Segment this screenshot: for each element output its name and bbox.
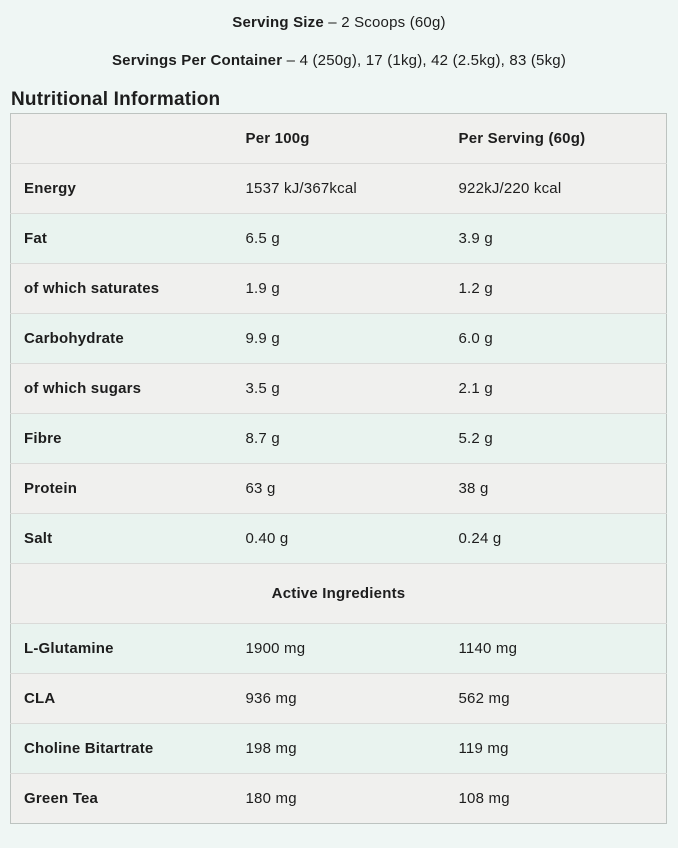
table-row-carbohydrate: Carbohydrate 9.9 g 6.0 g [10,313,667,364]
per-serving-value: 38 g [445,463,667,514]
per-serving-value: 0.24 g [445,513,667,564]
row-label: Energy [10,163,233,214]
serving-size-value: 2 Scoops (60g) [341,14,446,31]
table-row-green-tea: Green Tea 180 mg 108 mg [10,773,667,824]
table-row-choline-bitartrate: Choline Bitartrate 198 mg 119 mg [10,723,667,774]
per-serving-value: 119 mg [445,723,667,774]
table-row-saturates: of which saturates 1.9 g 1.2 g [10,263,667,314]
per-100g-value: 0.40 g [232,513,446,564]
row-label: Choline Bitartrate [10,723,233,774]
row-label: Carbohydrate [10,313,233,364]
per-100g-value: 1900 mg [232,623,446,674]
per-100g-value: 9.9 g [232,313,446,364]
row-label: Fat [10,213,233,264]
row-label: Protein [10,463,233,514]
per-serving-value: 3.9 g [445,213,667,264]
per-serving-value: 108 mg [445,773,667,824]
per-serving-value: 6.0 g [445,313,667,364]
row-label: Fibre [10,413,233,464]
row-label: L-Glutamine [10,623,233,674]
row-label: CLA [10,673,233,724]
per-serving-value: 1140 mg [445,623,667,674]
row-label: of which saturates [10,263,233,314]
per-100g-value: 6.5 g [232,213,446,264]
table-row-salt: Salt 0.40 g 0.24 g [10,513,667,564]
per-100g-value: 1537 kJ/367kcal [232,163,446,214]
per-serving-value: 2.1 g [445,363,667,414]
page-title: Nutritional Information [11,89,221,110]
serving-size-separator: – [328,14,337,31]
serving-size-line: Serving Size – 2 Scoops (60g) [0,0,678,32]
table-row-protein: Protein 63 g 38 g [10,463,667,514]
servings-per-container-label: Servings Per Container [111,52,283,69]
table-row-energy: Energy 1537 kJ/367kcal 922kJ/220 kcal [10,163,667,214]
table-row-cla: CLA 936 mg 562 mg [10,673,667,724]
servings-per-container-line: Servings Per Container – 4 (250g), 17 (1… [0,52,678,70]
table-row-fat: Fat 6.5 g 3.9 g [10,213,667,264]
nutrition-table: Per 100g Per Serving (60g) Energy 1537 k… [10,113,667,824]
per-100g-value: 8.7 g [232,413,446,464]
table-row-fibre: Fibre 8.7 g 5.2 g [10,413,667,464]
row-label: Green Tea [10,773,233,824]
section-header-active-ingredients: Active Ingredients [10,563,667,624]
column-header-per-100g: Per 100g [245,130,310,147]
section-header-row: Active Ingredients [10,563,667,624]
per-100g-value: 198 mg [232,723,446,774]
table-row-l-glutamine: L-Glutamine 1900 mg 1140 mg [10,623,667,674]
column-header-per-serving: Per Serving (60g) [458,130,586,147]
per-serving-value: 1.2 g [445,263,667,314]
per-100g-value: 3.5 g [232,363,446,414]
table-header-row: Per 100g Per Serving (60g) [10,113,667,164]
per-serving-value: 5.2 g [445,413,667,464]
column-header-blank [11,114,233,164]
per-serving-value: 922kJ/220 kcal [445,163,667,214]
nutrition-panel: Serving Size – 2 Scoops (60g) Servings P… [0,0,678,824]
row-label: Salt [10,513,233,564]
per-serving-value: 562 mg [445,673,667,724]
row-label: of which sugars [10,363,233,414]
per-100g-value: 63 g [232,463,446,514]
per-100g-value: 936 mg [232,673,446,724]
servings-per-container-separator: – [286,52,296,69]
per-100g-value: 1.9 g [232,263,446,314]
servings-per-container-value: 4 (250g), 17 (1kg), 42 (2.5kg), 83 (5kg) [299,52,567,69]
table-row-sugars: of which sugars 3.5 g 2.1 g [10,363,667,414]
per-100g-value: 180 mg [232,773,446,824]
serving-size-label: Serving Size [232,14,324,31]
